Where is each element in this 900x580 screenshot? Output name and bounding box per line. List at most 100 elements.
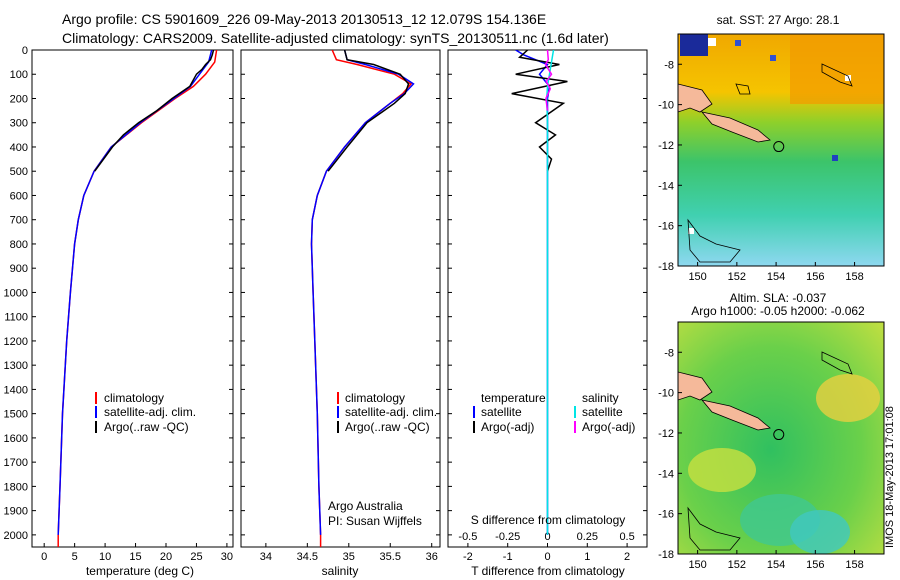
map-y-tick-label: -14 <box>658 180 674 192</box>
temperature-x-axis: 0 5 10 15 20 25 30 <box>41 543 233 563</box>
sla-low-patch <box>790 510 850 554</box>
sla-heatmap <box>678 322 884 554</box>
sst-missing-cell <box>688 228 694 234</box>
sst-map-axes: 150 152 154 156 158 -8 -10 -12 -14 -16 -18 <box>658 59 864 283</box>
land-louisiade <box>700 399 771 431</box>
x-tick-label: 5 <box>72 551 78 563</box>
map-y-tick-label: -16 <box>658 509 674 521</box>
legend-label-temp-argo: Argo(-adj) <box>481 420 534 434</box>
sst-map-title: sat. SST: 27 Argo: 28.1 <box>717 13 840 27</box>
salinity-x-axis: 34 34.5 35 35.5 36 <box>260 543 438 563</box>
map-y-tick-label: -10 <box>658 388 674 400</box>
x-tick-label: 30 <box>221 551 233 563</box>
sst-heatmap <box>678 34 884 266</box>
x-tick-label: 0 <box>544 551 550 563</box>
legend-label-argo: Argo(..raw -QC) <box>104 420 189 434</box>
depth-tick-label: 1700 <box>4 457 28 469</box>
depth-tick-label: 500 <box>10 166 28 178</box>
depth-tick-label: 100 <box>10 69 28 81</box>
legend-label-sal-satellite: satellite <box>582 405 623 419</box>
land-new-guinea <box>678 83 713 113</box>
x-tick-label: 35 <box>343 551 355 563</box>
land-reef <box>687 218 741 263</box>
map-x-tick-label: 152 <box>728 559 746 571</box>
temperature-series <box>57 50 218 547</box>
sla-map-axes: 150 152 154 156 158 -8 -10 -12 -14 -16 -18 <box>658 347 864 571</box>
difference-legend: temperature satellite Argo(-adj) salinit… <box>473 391 635 434</box>
map-y-tick-label: -10 <box>658 100 674 112</box>
depth-tick-label: 600 <box>10 190 28 202</box>
top-x-tick-label: 0 <box>544 531 550 543</box>
series-line-salinity-satellite <box>545 50 555 535</box>
sst-cold-patch <box>680 34 708 56</box>
x-tick-label: 2 <box>624 551 630 563</box>
temperature-legend: climatology satellite-adj. clim. Argo(..… <box>95 391 196 434</box>
depth-tick-label: 1800 <box>4 481 28 493</box>
series-line-argo-raw-qc- <box>327 50 410 172</box>
top-x-tick-label: -0.25 <box>495 531 520 543</box>
map-y-tick-label: -12 <box>658 140 674 152</box>
legend-label-temp-satellite: satellite <box>481 405 522 419</box>
depth-tick-label: 1200 <box>4 336 28 348</box>
depth-tick-label: 400 <box>10 142 28 154</box>
map-x-tick-label: 156 <box>806 271 824 283</box>
map-y-tick-label: -16 <box>658 221 674 233</box>
map-x-tick-label: 154 <box>767 559 785 571</box>
institution-label: Argo Australia <box>328 499 403 513</box>
map-y-tick-label: -14 <box>658 468 674 480</box>
difference-x-axis: -2 -1 0 1 2 <box>463 543 630 563</box>
sla-high-patch <box>816 374 880 422</box>
salinity-legend: climatology satellite-adj. clim. Argo(..… <box>328 391 437 528</box>
map-y-tick-label: -18 <box>658 549 674 561</box>
difference-top-x-axis: -0.5 -0.25 0 0.25 0.5 <box>458 531 634 543</box>
legend-label-argo: Argo(..raw -QC) <box>345 420 430 434</box>
x-tick-label: 35.5 <box>380 551 401 563</box>
depth-tick-label: 800 <box>10 239 28 251</box>
legend-heading-salinity: salinity <box>582 391 619 405</box>
depth-tick-label: 1900 <box>4 506 28 518</box>
depth-tick-label: 1600 <box>4 433 28 445</box>
series-line-temperature-argo-adj- <box>511 50 568 172</box>
x-tick-label: 34.5 <box>297 551 318 563</box>
land-solomon-islands <box>821 351 853 375</box>
x-tick-label: 1 <box>584 551 590 563</box>
depth-tick-label: 1000 <box>4 287 28 299</box>
series-line-satellite-adj-clim- <box>57 50 213 535</box>
legend-label-climatology: climatology <box>104 391 164 405</box>
legend-label-climatology: climatology <box>345 391 405 405</box>
map-x-tick-label: 152 <box>728 271 746 283</box>
map-y-tick-label: -12 <box>658 428 674 440</box>
sla-map-subtitle: Argo h1000: -0.05 h2000: -0.062 <box>691 304 865 318</box>
map-y-tick-label: -8 <box>664 59 674 71</box>
salinity-xlabel: salinity <box>322 564 359 578</box>
depth-tick-label: 1100 <box>4 312 28 324</box>
x-tick-label: 10 <box>99 551 111 563</box>
sst-cloud-cell <box>832 155 838 161</box>
map-x-tick-label: 154 <box>767 271 785 283</box>
series-line-salinity-argo-adj- <box>544 50 553 111</box>
map-x-tick-label: 150 <box>688 271 706 283</box>
map-x-tick-label: 158 <box>845 271 863 283</box>
depth-tick-label: 300 <box>10 118 28 130</box>
sla-map-title: Altim. SLA: -0.037 <box>730 291 827 305</box>
temperature-xlabel: temperature (deg C) <box>86 564 194 578</box>
sst-cloud-cell <box>770 55 776 61</box>
legend-label-sal-argo: Argo(-adj) <box>582 420 635 434</box>
legend-label-satellite: satellite-adj. clim. <box>345 405 437 419</box>
sst-missing-cell <box>845 75 851 81</box>
depth-tick-label: 1400 <box>4 384 28 396</box>
depth-tick-label: 2000 <box>4 530 28 542</box>
plot-title-line-2: Climatology: CARS2009. Satellite-adjuste… <box>62 30 609 46</box>
land-solomon-islands <box>821 63 853 87</box>
sst-warm-patch <box>790 34 884 104</box>
land-new-guinea <box>678 371 713 401</box>
sla-high-patch <box>688 448 756 492</box>
depth-tick-label: 1500 <box>4 409 28 421</box>
map-x-tick-label: 158 <box>845 559 863 571</box>
series-line-climatology <box>310 50 413 547</box>
land-louisiade <box>700 111 771 143</box>
x-tick-label: 20 <box>160 551 172 563</box>
map-x-tick-label: 150 <box>688 559 706 571</box>
land-islet <box>735 83 751 95</box>
